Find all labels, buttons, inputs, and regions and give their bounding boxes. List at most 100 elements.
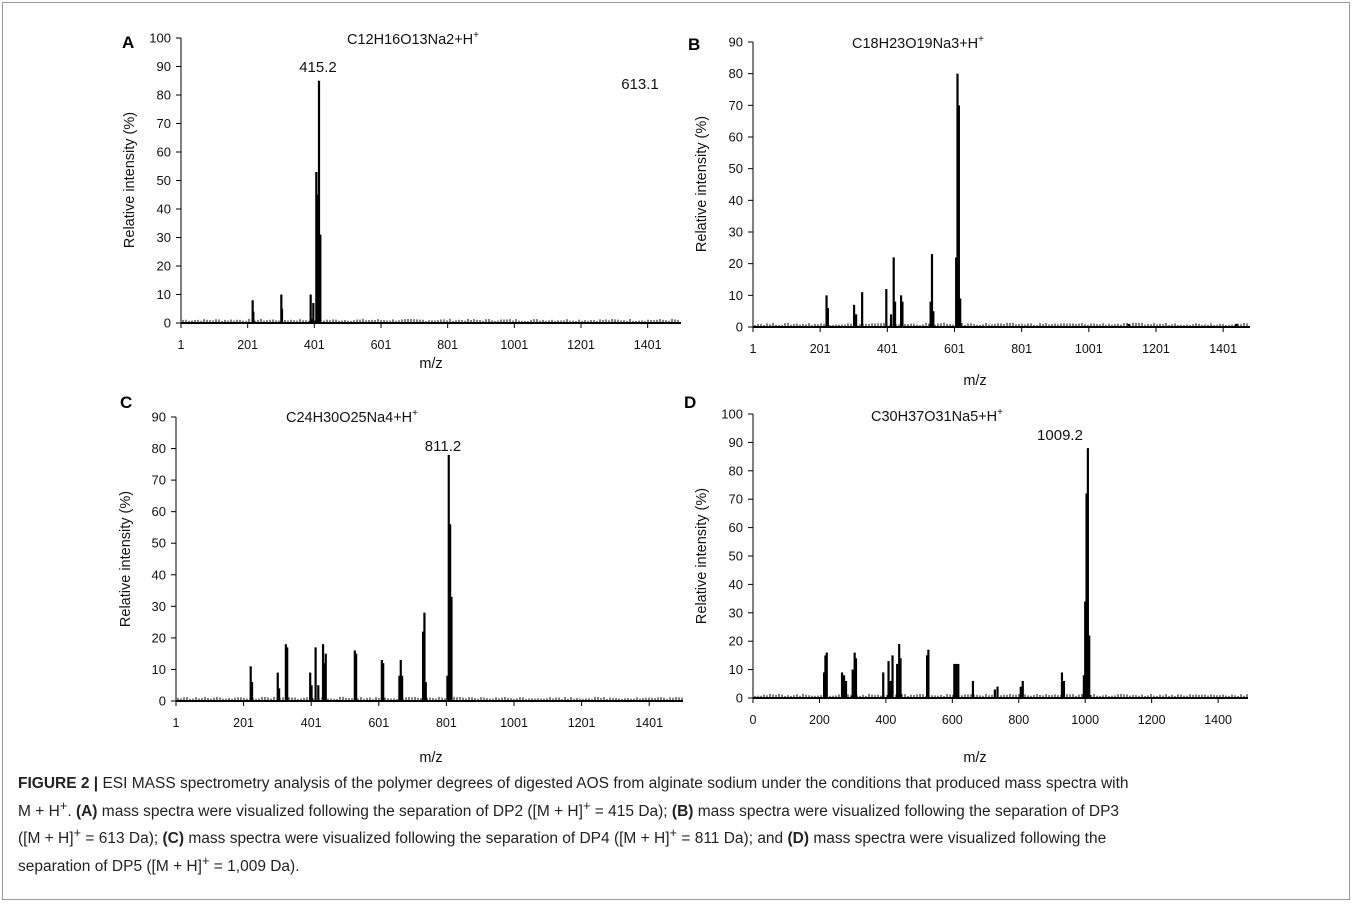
y-tick-label: 0 — [159, 694, 166, 709]
y-tick-label: 50 — [729, 549, 743, 564]
caption-superscript: + — [73, 825, 82, 841]
y-tick-label: 10 — [729, 662, 743, 677]
y-tick-label: 70 — [157, 116, 171, 131]
x-tick-label: 801 — [436, 716, 457, 730]
y-tick-label: 10 — [157, 287, 171, 302]
caption-superscript: + — [669, 825, 678, 841]
peak-value-label: 1009.2 — [1037, 427, 1083, 444]
y-tick-label: 100 — [149, 31, 171, 46]
y-tick-label: 90 — [729, 35, 743, 50]
caption-panel-label-c: (C) — [162, 830, 185, 848]
y-tick-label: 30 — [729, 605, 743, 620]
ion-formula: C30H37O31Na5+H+ — [871, 407, 1003, 425]
y-axis-label: Relative intensity (%) — [694, 116, 710, 252]
panel-label: D — [684, 393, 696, 412]
x-tick-label: 201 — [233, 716, 254, 730]
y-tick-label: 10 — [729, 288, 743, 303]
y-axis-label: Relative intensity (%) — [118, 491, 134, 627]
panel-label: B — [688, 35, 700, 54]
x-tick-label: 1401 — [634, 338, 662, 352]
y-tick-label: 70 — [152, 473, 166, 488]
y-tick-label: 90 — [152, 410, 166, 425]
x-tick-label: 0 — [750, 713, 757, 727]
x-tick-label: 1201 — [567, 338, 595, 352]
ion-formula: C12H16O13Na2+H+ — [347, 30, 479, 48]
caption-text: = 613 Da); — [81, 830, 163, 848]
x-tick-label: 1001 — [500, 716, 528, 730]
x-tick-label: 1 — [173, 716, 180, 730]
x-tick-label: 1401 — [635, 716, 663, 730]
caption-figure-label: FIGURE 2 | — [18, 775, 99, 792]
baseline-noise — [754, 693, 1248, 697]
caption-text: mass spectra were visualized following t… — [97, 802, 583, 820]
x-tick-label: 800 — [1008, 713, 1029, 727]
x-tick-label: 601 — [944, 342, 965, 356]
y-tick-label: 70 — [729, 98, 743, 113]
y-tick-label: 0 — [736, 691, 743, 706]
y-tick-label: 30 — [729, 225, 743, 240]
x-tick-label: 201 — [810, 342, 831, 356]
caption-superscript: + — [59, 797, 68, 813]
y-tick-label: 90 — [729, 435, 743, 450]
x-tick-label: 1001 — [1075, 342, 1103, 356]
x-tick-label: 1201 — [568, 716, 596, 730]
caption-text: = 811 Da); and — [677, 830, 788, 848]
x-axis-label: m/z — [419, 356, 442, 372]
panel-label: C — [120, 393, 132, 412]
x-tick-label: 1201 — [1142, 342, 1170, 356]
x-axis-label: m/z — [963, 750, 986, 766]
caption-panel-label-a: (A) — [75, 802, 98, 820]
y-tick-label: 40 — [157, 202, 171, 217]
x-tick-label: 1200 — [1138, 713, 1166, 727]
y-tick-label: 40 — [729, 193, 743, 208]
y-tick-label: 60 — [157, 145, 171, 160]
y-tick-label: 80 — [157, 88, 171, 103]
x-tick-label: 401 — [877, 342, 898, 356]
x-tick-label: 200 — [809, 713, 830, 727]
y-tick-label: 80 — [152, 441, 166, 456]
y-tick-label: 30 — [152, 599, 166, 614]
y-tick-label: 60 — [729, 520, 743, 535]
y-tick-label: 10 — [152, 662, 166, 677]
caption-line-4: separation of DP5 ([M + H]+ = 1,009 Da). — [18, 850, 1336, 878]
x-tick-label: 201 — [237, 338, 258, 352]
y-tick-label: 50 — [152, 536, 166, 551]
caption-text: M + H — [18, 802, 60, 820]
panel-label: A — [122, 33, 134, 52]
y-tick-label: 40 — [152, 567, 166, 582]
y-tick-label: 0 — [164, 316, 171, 331]
caption-line-2: M + H+. (A) mass spectra were visualized… — [18, 795, 1336, 823]
x-axis-label: m/z — [963, 373, 986, 389]
y-tick-label: 50 — [729, 161, 743, 176]
x-tick-label: 400 — [875, 713, 896, 727]
caption-text: ([M + H] — [18, 830, 74, 848]
y-tick-label: 20 — [729, 256, 743, 271]
y-tick-label: 40 — [729, 577, 743, 592]
x-axis-label: m/z — [419, 750, 442, 766]
y-tick-label: 80 — [729, 66, 743, 81]
y-tick-label: 60 — [729, 130, 743, 145]
ion-formula: C18H23O19Na3+H+ — [852, 34, 984, 52]
x-tick-label: 1401 — [1209, 342, 1237, 356]
caption-text: mass spectra were visualized following t… — [809, 830, 1107, 848]
baseline-noise — [182, 318, 679, 322]
peak-value-label: 415.2 — [299, 59, 337, 76]
x-tick-label: 1 — [178, 338, 185, 352]
caption-text: = 1,009 Da). — [209, 857, 300, 875]
caption-text: . — [67, 802, 76, 820]
y-tick-label: 0 — [736, 320, 743, 335]
y-tick-label: 20 — [729, 634, 743, 649]
caption-text: ESI MASS spectrometry analysis of the po… — [98, 775, 1129, 792]
x-tick-label: 401 — [301, 716, 322, 730]
caption-text: mass spectra were visualized following t… — [184, 830, 670, 848]
caption-line-3: ([M + H]+ = 613 Da); (C) mass spectra we… — [18, 822, 1336, 850]
x-tick-label: 601 — [368, 716, 389, 730]
y-tick-label: 60 — [152, 504, 166, 519]
x-tick-label: 600 — [942, 713, 963, 727]
